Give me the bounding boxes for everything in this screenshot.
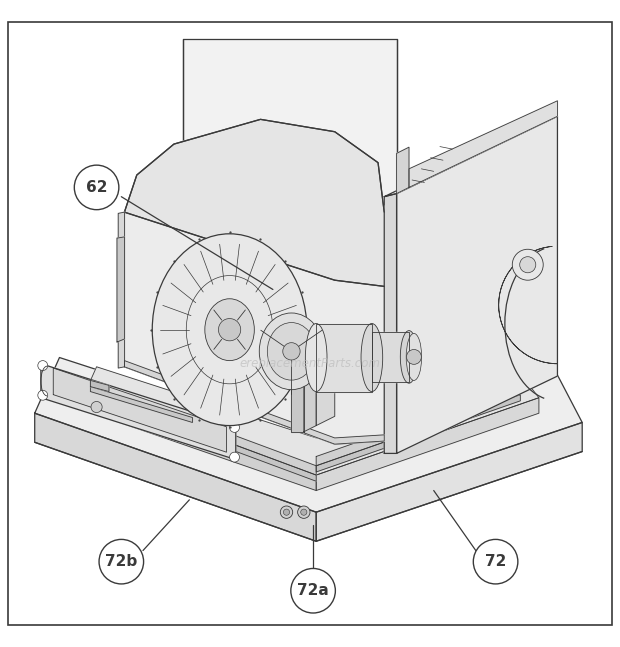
Polygon shape <box>84 358 539 475</box>
Polygon shape <box>291 380 304 432</box>
Polygon shape <box>100 395 316 481</box>
Text: 72: 72 <box>485 554 507 569</box>
Circle shape <box>283 509 290 515</box>
Polygon shape <box>372 331 409 382</box>
Circle shape <box>298 506 310 518</box>
Circle shape <box>512 249 543 280</box>
Polygon shape <box>84 395 316 490</box>
Circle shape <box>74 165 119 210</box>
Polygon shape <box>100 386 316 475</box>
Polygon shape <box>397 116 557 454</box>
Polygon shape <box>41 364 236 459</box>
Polygon shape <box>91 387 192 422</box>
Polygon shape <box>384 116 557 197</box>
Polygon shape <box>409 101 557 188</box>
Ellipse shape <box>401 331 418 383</box>
Ellipse shape <box>205 299 254 360</box>
Ellipse shape <box>306 324 327 391</box>
Polygon shape <box>291 370 347 379</box>
Circle shape <box>330 329 345 344</box>
Polygon shape <box>53 368 226 452</box>
Polygon shape <box>91 380 109 391</box>
Circle shape <box>229 422 239 432</box>
Polygon shape <box>125 360 384 444</box>
Ellipse shape <box>361 324 383 391</box>
Circle shape <box>38 390 48 400</box>
Text: 62: 62 <box>86 180 107 195</box>
Text: 72a: 72a <box>297 583 329 598</box>
Circle shape <box>99 540 144 584</box>
Polygon shape <box>316 395 520 472</box>
Polygon shape <box>183 39 397 289</box>
Ellipse shape <box>259 313 324 389</box>
Circle shape <box>407 349 422 364</box>
Polygon shape <box>304 376 316 432</box>
Polygon shape <box>125 212 384 444</box>
Circle shape <box>91 401 102 413</box>
Circle shape <box>280 506 293 518</box>
Polygon shape <box>125 119 384 287</box>
Ellipse shape <box>153 234 307 426</box>
Circle shape <box>291 569 335 613</box>
Polygon shape <box>118 212 125 368</box>
Polygon shape <box>384 193 397 454</box>
Ellipse shape <box>267 323 316 380</box>
Polygon shape <box>125 119 384 287</box>
Polygon shape <box>316 398 539 490</box>
Circle shape <box>283 343 300 360</box>
Wedge shape <box>498 247 557 364</box>
Polygon shape <box>316 324 372 391</box>
Text: ereplacementParts.com: ereplacementParts.com <box>239 357 381 370</box>
Polygon shape <box>35 351 582 512</box>
Circle shape <box>301 509 307 515</box>
Circle shape <box>38 360 48 371</box>
Polygon shape <box>316 422 582 542</box>
Polygon shape <box>397 148 409 193</box>
Circle shape <box>229 452 239 462</box>
Circle shape <box>520 257 536 273</box>
Text: 72b: 72b <box>105 554 138 569</box>
Polygon shape <box>117 237 125 342</box>
Polygon shape <box>35 413 316 542</box>
Ellipse shape <box>406 333 422 380</box>
Circle shape <box>473 540 518 584</box>
Circle shape <box>218 318 241 341</box>
Polygon shape <box>316 367 335 426</box>
Polygon shape <box>316 386 520 466</box>
